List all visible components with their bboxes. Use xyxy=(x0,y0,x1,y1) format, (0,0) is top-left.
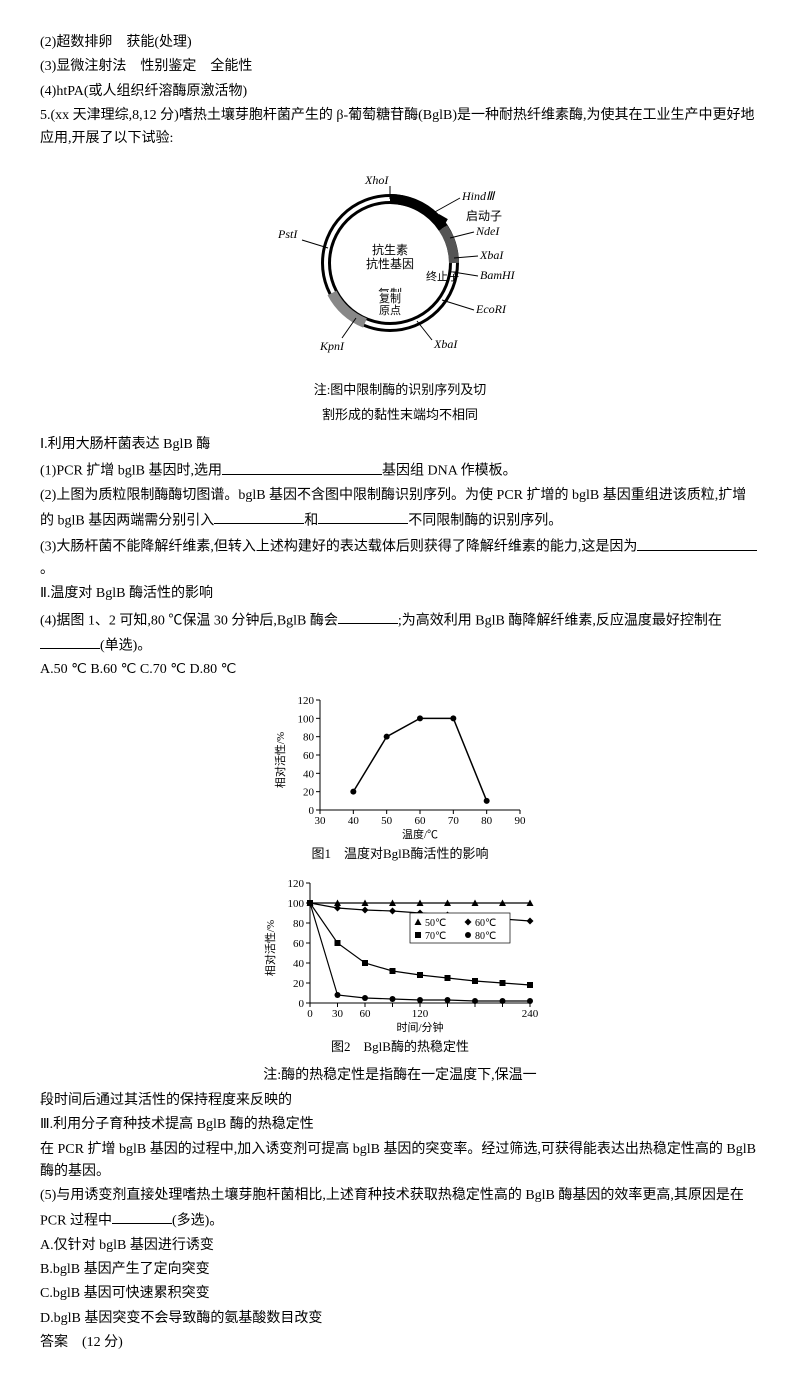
chart-1: 30405060708090020406080100120相对活性/%温度/℃ … xyxy=(40,690,760,865)
svg-text:80: 80 xyxy=(293,918,305,930)
svg-text:30: 30 xyxy=(332,1008,344,1020)
chart-2: 0 30 60 120 240 0 20 40 60 80 100 120 50℃ 60℃ 70℃ 80℃ 相对… xyxy=(40,873,760,1058)
svg-text:XhoI: XhoI xyxy=(364,173,389,187)
blank xyxy=(112,1208,172,1224)
opt-b: B.bglB 基因产生了定向突变 xyxy=(40,1259,760,1281)
svg-text:120: 120 xyxy=(298,695,315,707)
section-2-title: Ⅱ.温度对 BglB 酶活性的影响 xyxy=(40,583,760,605)
svg-text:90: 90 xyxy=(515,815,527,827)
svg-text:100: 100 xyxy=(288,898,305,910)
svg-text:HindⅢ: HindⅢ xyxy=(461,189,496,203)
blank xyxy=(222,458,382,474)
svg-text:原点: 原点 xyxy=(379,304,401,317)
svg-text:BamHI: BamHI xyxy=(480,268,516,282)
section-3-title: Ⅲ.利用分子育种技术提高 BglB 酶的热稳定性 xyxy=(40,1114,760,1136)
q5-2-c: 不同限制酶的识别序列。 xyxy=(408,513,562,528)
svg-text:40: 40 xyxy=(303,768,315,780)
svg-text:温度/℃: 温度/℃ xyxy=(402,827,438,840)
svg-text:30: 30 xyxy=(315,815,327,827)
svg-text:0: 0 xyxy=(299,998,305,1010)
q5-4: (4)据图 1、2 可知,80 ℃保温 30 分钟后,BglB 酶会 ;为高效利用… xyxy=(40,608,760,658)
svg-text:60: 60 xyxy=(360,1008,372,1020)
svg-text:相对活性/%: 相对活性/% xyxy=(263,919,277,975)
svg-text:80: 80 xyxy=(481,815,493,827)
answer-2: (2)超数排卵 获能(处理) xyxy=(40,32,760,54)
plasmid-caption-2: 割形成的黏性末端均不相同 xyxy=(40,405,760,426)
svg-text:启动子: 启动子 xyxy=(466,209,502,223)
chart-2-caption: 图2 BglB酶的热稳定性 xyxy=(40,1037,760,1058)
q5-1-b: 基因组 DNA 作模板。 xyxy=(382,464,517,479)
svg-text:XbaI: XbaI xyxy=(433,337,458,351)
svg-text:EcoRI: EcoRI xyxy=(475,302,507,316)
heat-note-1: 注:酶的热稳定性是指酶在一定温度下,保温一 xyxy=(40,1065,760,1087)
svg-text:60: 60 xyxy=(415,815,427,827)
q5-3-b: 。 xyxy=(40,562,54,577)
svg-text:40: 40 xyxy=(348,815,360,827)
svg-text:0: 0 xyxy=(309,805,315,817)
svg-text:KpnI: KpnI xyxy=(319,339,345,353)
svg-text:20: 20 xyxy=(293,978,305,990)
q5-4-a: (4)据图 1、2 可知,80 ℃保温 30 分钟后,BglB 酶会 xyxy=(40,613,338,628)
blank xyxy=(40,633,100,649)
q5-4-b: ;为高效利用 BglB 酶降解纤维素,反应温度最好控制在 xyxy=(398,613,722,628)
svg-text:终止子: 终止子 xyxy=(426,269,459,283)
svg-text:相对活性/%: 相对活性/% xyxy=(273,732,287,788)
q5-3: (3)大肠杆菌不能降解纤维素,但转入上述构建好的表达载体后则获得了降解纤维素的能… xyxy=(40,534,760,581)
svg-text:40: 40 xyxy=(293,958,305,970)
svg-text:NdeI: NdeI xyxy=(475,224,500,238)
svg-text:复制: 复制 xyxy=(379,291,401,305)
opt-c: C.bglB 基因可快速累积突变 xyxy=(40,1283,760,1305)
answer-4: (4)htPA(或人组织纤溶酶原激活物) xyxy=(40,81,760,103)
svg-text:80℃: 80℃ xyxy=(475,931,496,942)
blank xyxy=(637,534,757,550)
q5-5: (5)与用诱变剂直接处理嗜热土壤芽胞杆菌相比,上述育种技术获取热稳定性高的 Bg… xyxy=(40,1185,760,1232)
svg-text:PstI: PstI xyxy=(277,227,298,241)
svg-text:60: 60 xyxy=(303,750,315,762)
svg-text:80: 80 xyxy=(303,731,315,743)
opt-a: A.仅针对 bglB 基因进行诱变 xyxy=(40,1235,760,1257)
blank xyxy=(338,608,398,624)
question-5-stem: 5.(xx 天津理综,8,12 分)嗜热土壤芽胞杆菌产生的 β-葡萄糖苷酶(Bg… xyxy=(40,105,760,150)
svg-text:60℃: 60℃ xyxy=(475,918,496,929)
answer-label: 答案 (12 分) xyxy=(40,1332,760,1354)
plasmid-caption-1: 注:图中限制酶的识别序列及切 xyxy=(40,380,760,401)
q5-4-c: (单选)。 xyxy=(100,638,151,653)
svg-text:100: 100 xyxy=(298,713,315,725)
q5-5-b: (多选)。 xyxy=(172,1213,223,1228)
opt-d: D.bglB 基因突变不会导致酶的氨基酸数目改变 xyxy=(40,1308,760,1330)
section-1-title: Ⅰ.利用大肠杆菌表达 BglB 酶 xyxy=(40,434,760,456)
svg-text:240: 240 xyxy=(522,1008,539,1020)
svg-text:120: 120 xyxy=(412,1008,429,1020)
q5-2-b: 和 xyxy=(304,513,318,528)
svg-text:0: 0 xyxy=(307,1008,313,1020)
svg-text:60: 60 xyxy=(293,938,305,950)
q5-3-a: (3)大肠杆菌不能降解纤维素,但转入上述构建好的表达载体后则获得了降解纤维素的能… xyxy=(40,540,637,555)
svg-text:50: 50 xyxy=(381,815,393,827)
q5-1-a: (1)PCR 扩增 bglB 基因时,选用 xyxy=(40,464,222,479)
q5-4-options: A.50 ℃ B.60 ℃ C.70 ℃ D.80 ℃ xyxy=(40,659,760,681)
svg-text:XbaI: XbaI xyxy=(479,248,504,262)
plasmid-diagram: 抗生素 抗性基因 复制 原点 复制 原点 XhoI HindⅢ 启动子 NdeI… xyxy=(40,158,760,426)
svg-text:20: 20 xyxy=(303,786,315,798)
q5-1: (1)PCR 扩增 bglB 基因时,选用 基因组 DNA 作模板。 xyxy=(40,458,760,483)
svg-text:50℃: 50℃ xyxy=(425,918,446,929)
q5-2: (2)上图为质粒限制酶酶切图谱。bglB 基因不含图中限制酶识别序列。为使 PC… xyxy=(40,485,760,532)
heat-note-2: 段时间后通过其活性的保持程度来反映的 xyxy=(40,1090,760,1112)
blank xyxy=(318,508,408,524)
svg-text:时间/分钟: 时间/分钟 xyxy=(396,1020,443,1033)
svg-text:抗性基因: 抗性基因 xyxy=(366,256,414,271)
svg-text:抗生素: 抗生素 xyxy=(372,242,408,257)
answer-3: (3)显微注射法 性别鉴定 全能性 xyxy=(40,56,760,78)
blank xyxy=(214,508,304,524)
svg-text:120: 120 xyxy=(288,878,305,890)
chart-1-caption: 图1 温度对BglB酶活性的影响 xyxy=(40,844,760,865)
svg-text:70℃: 70℃ xyxy=(425,931,446,942)
section-3-para: 在 PCR 扩增 bglB 基因的过程中,加入诱变剂可提高 bglB 基因的突变… xyxy=(40,1139,760,1184)
svg-text:70: 70 xyxy=(448,815,460,827)
